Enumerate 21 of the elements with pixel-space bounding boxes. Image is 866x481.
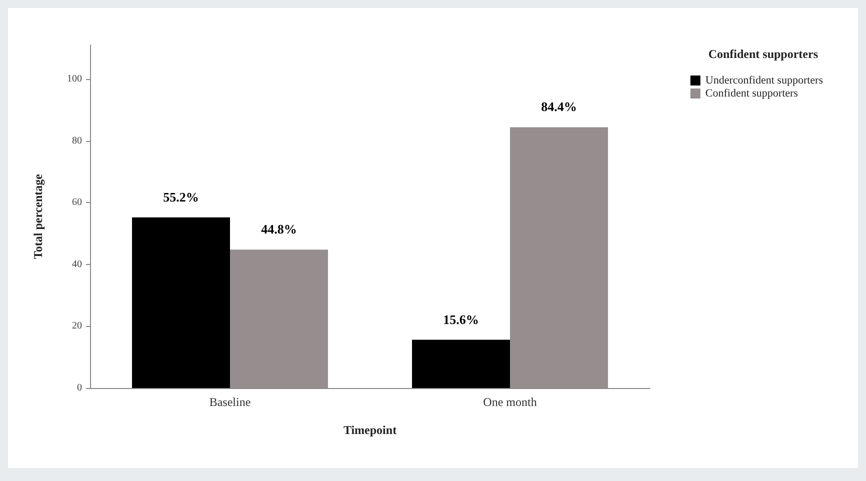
data-label: 15.6% <box>443 312 479 327</box>
legend-label: Underconfident supporters <box>705 74 824 86</box>
x-tick-label: One month <box>483 395 537 409</box>
data-label: 44.8% <box>261 222 297 237</box>
bar <box>510 127 608 388</box>
legend-label: Confident supporters <box>705 88 798 100</box>
y-axis-title: Total percentage <box>31 173 45 259</box>
data-label: 55.2% <box>163 189 199 204</box>
x-tick-label: Baseline <box>209 395 251 409</box>
legend-title: Confident supporters <box>708 47 818 61</box>
y-tick-label: 100 <box>67 73 82 84</box>
data-label: 84.4% <box>541 99 577 114</box>
y-tick-label: 80 <box>72 135 82 146</box>
y-tick-label: 60 <box>72 197 82 208</box>
bar <box>132 217 230 388</box>
bar <box>412 340 510 388</box>
x-axis-title: Timepoint <box>343 423 397 437</box>
y-tick-label: 40 <box>72 258 82 270</box>
y-tick-label: 0 <box>77 382 82 394</box>
bar <box>230 250 328 388</box>
y-tick-label: 20 <box>72 320 82 332</box>
